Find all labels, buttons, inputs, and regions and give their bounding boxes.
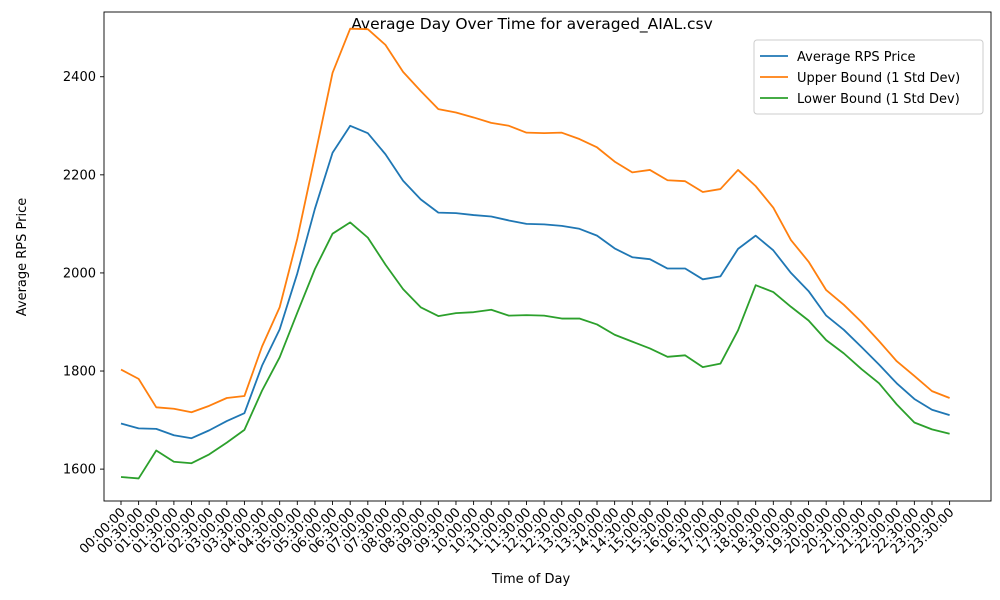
- y-tick-label: 1600: [63, 463, 96, 478]
- plot-frame: [103, 11, 992, 502]
- y-axis: 1600 1800 2000 2200 2400: [63, 70, 104, 478]
- series-line-upper: [120, 27, 950, 414]
- y-tick-label: 2000: [63, 266, 96, 281]
- legend-label-lower: Lower Bound (1 Std Dev): [797, 92, 960, 107]
- x-axis-title: Time of Day: [491, 572, 571, 587]
- series-line-average: [120, 124, 950, 440]
- series-lines: [120, 27, 950, 480]
- y-tick-label: 2200: [63, 168, 96, 183]
- legend: Average RPS Price Upper Bound (1 Std Dev…: [753, 39, 984, 115]
- legend-label-average: Average RPS Price: [797, 50, 916, 65]
- y-axis-title: Average RPS Price: [15, 198, 30, 317]
- legend-label-upper: Upper Bound (1 Std Dev): [797, 71, 960, 86]
- chart-title: Average Day Over Time for averaged_AIAL.…: [351, 15, 713, 34]
- y-tick-label: 1800: [63, 365, 96, 380]
- y-tick-label: 2400: [63, 70, 96, 85]
- series-line-lower: [120, 221, 950, 480]
- legend-frame: [753, 39, 984, 115]
- x-axis: 00:00:0000:30:0001:00:0001:30:0002:00:00…: [77, 501, 957, 557]
